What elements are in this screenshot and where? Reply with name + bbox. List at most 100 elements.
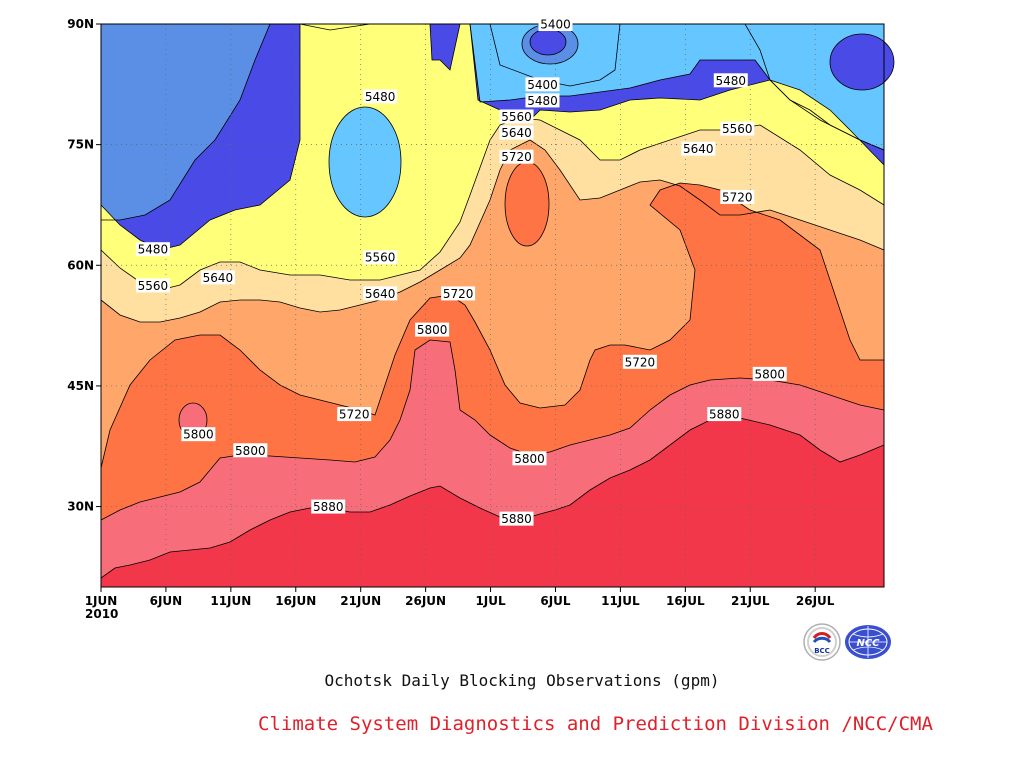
contour-label: 5560 xyxy=(363,250,398,265)
contour-label: 5560 xyxy=(499,109,534,124)
contour-label: 5720 xyxy=(720,189,755,204)
contour-label-bg xyxy=(720,121,755,136)
x-tick-label: 11JUL xyxy=(601,594,640,608)
contour-label-bg xyxy=(499,511,534,526)
contour-label-text: 5720 xyxy=(625,355,656,369)
contour-label: 5400 xyxy=(538,17,573,32)
contour-label-text: 5800 xyxy=(235,444,266,458)
contour-label: 5880 xyxy=(499,511,534,526)
x-tick-label: 6JUN xyxy=(150,594,183,608)
contour-label-bg xyxy=(538,17,573,31)
contour-label: 5480 xyxy=(363,89,398,104)
contour-label: 5800 xyxy=(512,451,547,466)
contour-label: 5800 xyxy=(233,443,268,458)
contour-label: 5560 xyxy=(135,278,170,293)
x-tick-label: 1JUN xyxy=(85,594,118,608)
contour-label-text: 5800 xyxy=(754,367,785,381)
contour-label-bg xyxy=(200,270,235,285)
contour-label-text: 5640 xyxy=(203,271,234,285)
contour-label-text: 5880 xyxy=(313,500,344,514)
x-tick-label: 21JUN xyxy=(340,594,381,608)
contour-label-bg xyxy=(512,451,547,466)
contour-label-bg xyxy=(752,366,787,381)
contour-line-5880_5960 xyxy=(100,339,885,521)
contour-band-above_5960 xyxy=(101,418,884,587)
contour-cell-5480 xyxy=(329,107,401,217)
contour-label-bg xyxy=(525,93,560,108)
contour-label-bg xyxy=(363,250,398,265)
contour-label: 5720 xyxy=(499,149,534,164)
x-tick-label: 11JUN xyxy=(210,594,251,608)
y-tick-label: 30N xyxy=(67,500,94,514)
contour-label-bg xyxy=(499,125,534,140)
contour-label: 5640 xyxy=(363,286,398,301)
contour-label: 5800 xyxy=(415,322,450,337)
contour-label-bg xyxy=(363,286,398,301)
contour-label-text: 5560 xyxy=(365,251,396,265)
contour-label-bg xyxy=(135,242,170,257)
contour-label-text: 5800 xyxy=(514,452,545,466)
plot-frame xyxy=(100,23,885,588)
contour-cell-below-5400 xyxy=(530,29,566,55)
y-axis: 30N 45N 60N 75N 90N xyxy=(67,17,101,514)
contour-label-bg xyxy=(720,189,755,204)
contour-label: 5560 xyxy=(720,121,755,136)
contour-label-bg xyxy=(311,499,346,514)
credit-line: Climate System Diagnostics and Predictio… xyxy=(258,713,933,735)
contour-label-text: 5720 xyxy=(501,150,532,164)
contour-label-text: 5800 xyxy=(183,428,214,442)
contour-label-bg xyxy=(135,278,170,293)
contour-label-bg xyxy=(181,427,216,442)
contour-label-text: 5480 xyxy=(365,90,396,104)
x-tick-label: 1JUL xyxy=(475,594,506,608)
bcc-logo-text: BCC xyxy=(814,647,830,655)
contour-label-bg xyxy=(441,286,476,301)
contour-label-bg xyxy=(713,73,748,88)
y-tick-label: 90N xyxy=(67,17,94,31)
x-tick-label: 16JUL xyxy=(666,594,705,608)
contour-label-bg xyxy=(233,443,268,458)
contour-cell-5800 xyxy=(505,162,549,246)
contour-label: 5800 xyxy=(181,427,216,442)
contour-line-5640_5720 xyxy=(100,117,885,291)
contour-label-text: 5880 xyxy=(501,512,532,526)
contour-label-text: 5720 xyxy=(722,190,753,204)
contour-label-bg xyxy=(499,109,534,124)
contour-label-text: 5640 xyxy=(365,287,396,301)
contour-label: 5640 xyxy=(681,141,716,156)
contour-label: 5880 xyxy=(311,499,346,514)
contour-label-bg xyxy=(707,407,742,422)
contour-label: 5640 xyxy=(200,270,235,285)
contour-label: 5720 xyxy=(441,286,476,301)
y-tick-label: 45N xyxy=(67,379,94,393)
contour-cell-line xyxy=(829,33,895,91)
contour-label-bg xyxy=(622,354,657,369)
contour-label-text: 5720 xyxy=(443,287,474,301)
contour-label: 5720 xyxy=(337,407,372,422)
contour-label-text: 5640 xyxy=(501,126,532,140)
contour-band-5480_5560 xyxy=(101,24,884,150)
x-tick-label: 16JUN xyxy=(275,594,316,608)
contour-label: 5480 xyxy=(525,93,560,108)
contour-label-text: 5560 xyxy=(501,110,532,124)
contour-line-5720_5800 xyxy=(100,139,885,323)
contour-label-text: 5400 xyxy=(527,78,558,92)
contour-label-bg xyxy=(525,77,560,92)
contour-label-text: 5640 xyxy=(683,142,714,156)
plot-area xyxy=(101,24,894,587)
gridlines xyxy=(101,24,884,587)
contour-label-text: 5480 xyxy=(138,243,169,257)
chart-title: Ochotsk Daily Blocking Observations (gpm… xyxy=(324,671,720,690)
contour-label-text: 5720 xyxy=(339,408,370,422)
x-tick-label: 21JUL xyxy=(731,594,770,608)
contour-label-bg xyxy=(415,322,450,337)
contour-label: 5880 xyxy=(707,407,742,422)
ncc-logo-text: NCC xyxy=(856,638,880,649)
contour-label-bg xyxy=(681,141,716,156)
x-tick-label: 6JUL xyxy=(540,594,571,608)
bcc-logo: BCC xyxy=(803,623,841,661)
contour-label-text: 5480 xyxy=(716,74,747,88)
contour-label-bg xyxy=(363,89,398,104)
contour-label-text: 5800 xyxy=(417,323,448,337)
